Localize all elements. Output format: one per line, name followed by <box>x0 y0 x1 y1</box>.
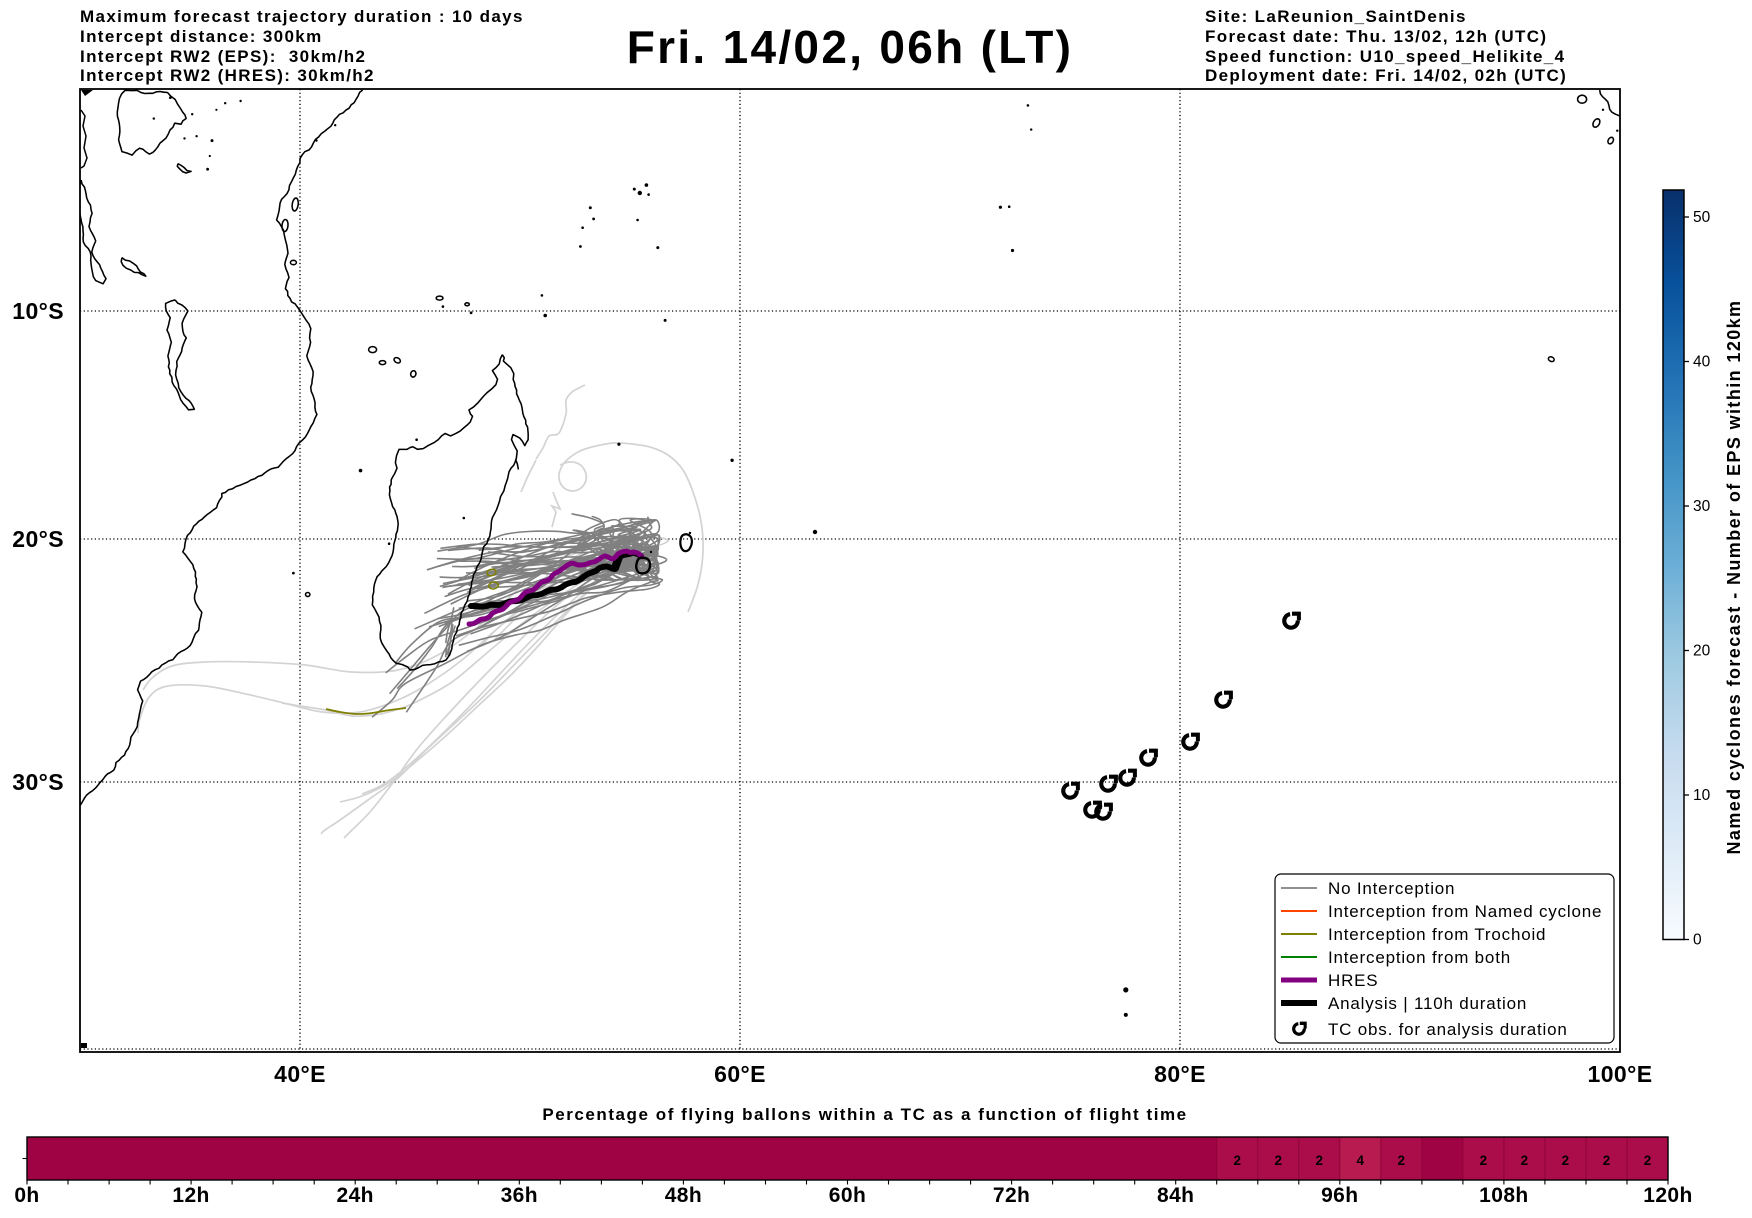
svg-text:20°S: 20°S <box>12 526 64 552</box>
svg-text:2: 2 <box>1233 1153 1241 1168</box>
svg-text:50: 50 <box>1693 209 1711 226</box>
svg-text:4: 4 <box>1357 1153 1365 1168</box>
svg-text:2: 2 <box>1644 1153 1652 1168</box>
svg-text:30: 30 <box>1693 498 1711 515</box>
svg-text:Analysis | 110h duration: Analysis | 110h duration <box>1328 994 1527 1013</box>
svg-text:Percentage of flying ballons w: Percentage of flying ballons within a TC… <box>542 1105 1187 1124</box>
svg-text:120h: 120h <box>1643 1184 1692 1207</box>
svg-text:2: 2 <box>1316 1153 1324 1168</box>
svg-text:2: 2 <box>1275 1153 1283 1168</box>
svg-text:40: 40 <box>1693 354 1711 371</box>
svg-text:30°S: 30°S <box>12 769 64 795</box>
svg-text:2: 2 <box>1562 1153 1570 1168</box>
svg-text:Interception from Trochoid: Interception from Trochoid <box>1328 925 1546 944</box>
svg-text:2: 2 <box>1398 1153 1406 1168</box>
svg-text:Named cyclones forecast - Numb: Named cyclones forecast - Number of EPS … <box>1724 300 1744 855</box>
svg-text:HRES: HRES <box>1328 971 1378 990</box>
svg-text:108h: 108h <box>1479 1184 1528 1207</box>
svg-text:72h: 72h <box>993 1184 1030 1207</box>
svg-text:24h: 24h <box>337 1184 374 1207</box>
svg-text:20: 20 <box>1693 643 1711 660</box>
svg-text:Speed function: U10_speed_Heli: Speed function: U10_speed_Helikite_4 <box>1205 47 1565 66</box>
svg-text:Site: LaReunion_SaintDenis: Site: LaReunion_SaintDenis <box>1205 7 1467 26</box>
svg-text:40°E: 40°E <box>274 1061 326 1087</box>
svg-text:60°E: 60°E <box>714 1061 766 1087</box>
svg-text:Interception from both: Interception from both <box>1328 948 1511 967</box>
svg-text:TC obs. for analysis duration: TC obs. for analysis duration <box>1328 1020 1568 1039</box>
svg-text:96h: 96h <box>1321 1184 1358 1207</box>
svg-text:2: 2 <box>1603 1153 1611 1168</box>
svg-text:Forecast date: Thu. 13/02, 12h: Forecast date: Thu. 13/02, 12h (UTC) <box>1205 27 1547 46</box>
svg-text:Deployment date: Fri. 14/02, 0: Deployment date: Fri. 14/02, 02h (UTC) <box>1205 66 1567 85</box>
svg-text:Interception from Named cyclon: Interception from Named cyclone <box>1328 902 1602 921</box>
svg-text:2: 2 <box>1480 1153 1488 1168</box>
svg-text:Intercept distance: 300km: Intercept distance: 300km <box>80 27 323 46</box>
svg-text:Intercept RW2 (HRES): 30km/h2: Intercept RW2 (HRES): 30km/h2 <box>80 66 375 85</box>
svg-text:Maximum forecast trajectory du: Maximum forecast trajectory duration : 1… <box>80 7 524 26</box>
svg-text:10°S: 10°S <box>12 298 64 324</box>
svg-text:No Interception: No Interception <box>1328 879 1455 898</box>
svg-text:10: 10 <box>1693 787 1711 804</box>
svg-text:12h: 12h <box>172 1184 209 1207</box>
svg-text:36h: 36h <box>501 1184 538 1207</box>
svg-text:Intercept RW2 (EPS): 30km/h2: Intercept RW2 (EPS): 30km/h2 <box>80 47 366 66</box>
svg-text:100°E: 100°E <box>1588 1061 1653 1087</box>
svg-text:80°E: 80°E <box>1154 1061 1206 1087</box>
svg-text:Fri. 14/02, 06h (LT): Fri. 14/02, 06h (LT) <box>627 21 1073 73</box>
svg-text:0: 0 <box>1693 932 1702 949</box>
svg-text:2: 2 <box>1521 1153 1529 1168</box>
svg-text:84h: 84h <box>1157 1184 1194 1207</box>
svg-text:60h: 60h <box>829 1184 866 1207</box>
svg-text:0h: 0h <box>14 1184 39 1207</box>
svg-text:48h: 48h <box>665 1184 702 1207</box>
